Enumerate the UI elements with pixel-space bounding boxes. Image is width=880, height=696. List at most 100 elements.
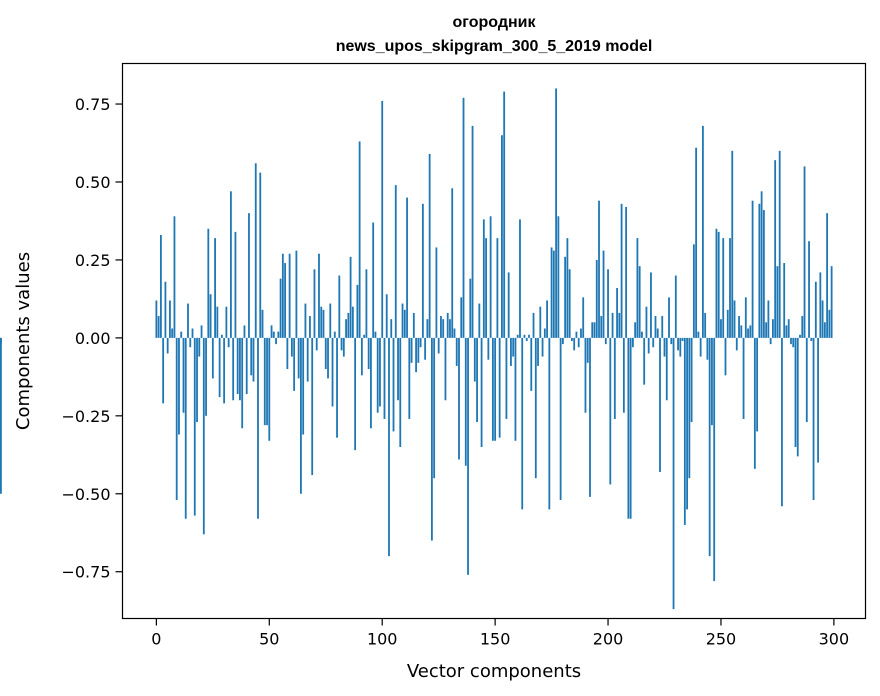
bar bbox=[354, 337, 357, 451]
bar bbox=[164, 281, 167, 338]
bar bbox=[521, 337, 524, 510]
bar bbox=[225, 306, 228, 338]
bar bbox=[428, 153, 431, 338]
bar bbox=[629, 337, 632, 519]
bar bbox=[403, 309, 406, 338]
bar bbox=[559, 337, 562, 501]
bar bbox=[733, 300, 736, 338]
plot-frame bbox=[121, 62, 867, 620]
bar bbox=[543, 328, 546, 338]
y-tick-label: 0.00 bbox=[75, 329, 111, 348]
bar bbox=[582, 297, 585, 338]
bar bbox=[663, 337, 666, 357]
bar bbox=[568, 269, 571, 338]
bar bbox=[313, 269, 316, 338]
bar bbox=[489, 216, 492, 338]
bar bbox=[584, 337, 587, 413]
bar bbox=[358, 141, 361, 338]
x-tick-label: 250 bbox=[706, 630, 737, 649]
bar bbox=[383, 337, 386, 419]
bar bbox=[519, 219, 521, 338]
bar bbox=[293, 337, 296, 391]
bar bbox=[692, 244, 695, 338]
y-axis-label: Components values bbox=[13, 252, 34, 430]
bar bbox=[458, 337, 460, 460]
bar bbox=[223, 337, 226, 404]
bar bbox=[561, 337, 564, 345]
bar bbox=[202, 337, 205, 535]
x-axis-label: Vector components bbox=[407, 661, 581, 682]
bar bbox=[577, 337, 580, 348]
bar bbox=[688, 337, 691, 479]
bar bbox=[810, 337, 813, 341]
y-tick-label: −0.50 bbox=[61, 485, 110, 504]
bar bbox=[656, 328, 659, 338]
bar bbox=[365, 269, 368, 338]
bar bbox=[650, 272, 652, 338]
bar bbox=[390, 319, 393, 338]
chart-title: огородник bbox=[453, 14, 537, 31]
bar bbox=[767, 300, 770, 338]
bar bbox=[819, 272, 822, 338]
bar bbox=[711, 337, 713, 426]
bar bbox=[374, 331, 377, 338]
bar bbox=[415, 337, 417, 373]
y-tick-label: −0.25 bbox=[61, 407, 110, 426]
bar bbox=[372, 222, 375, 338]
bar bbox=[376, 337, 379, 413]
bar bbox=[740, 325, 743, 338]
bar bbox=[464, 337, 467, 466]
bar bbox=[270, 325, 273, 338]
bar bbox=[668, 297, 670, 338]
bar bbox=[300, 337, 302, 494]
bar bbox=[320, 306, 323, 338]
bar bbox=[753, 337, 756, 469]
bar bbox=[207, 228, 210, 338]
bar bbox=[453, 328, 456, 338]
bar bbox=[801, 316, 804, 338]
bar bbox=[494, 337, 497, 441]
bar bbox=[774, 160, 777, 338]
bar bbox=[467, 337, 469, 575]
bar bbox=[564, 256, 567, 338]
bar bbox=[412, 312, 415, 338]
bar bbox=[200, 325, 203, 338]
bar bbox=[277, 331, 280, 338]
bar bbox=[322, 309, 325, 338]
bar bbox=[220, 334, 223, 338]
bar bbox=[239, 337, 241, 401]
bar bbox=[309, 316, 311, 338]
bar bbox=[311, 337, 314, 476]
bar bbox=[686, 337, 688, 510]
bar bbox=[575, 331, 578, 338]
bar bbox=[799, 334, 801, 338]
bar bbox=[598, 200, 600, 338]
bar bbox=[769, 337, 772, 345]
bar bbox=[496, 238, 499, 338]
bar bbox=[503, 91, 506, 338]
y-tick-label: 0.50 bbox=[75, 173, 111, 192]
bar bbox=[487, 337, 490, 360]
bar bbox=[781, 337, 783, 507]
bar bbox=[507, 272, 510, 338]
bar bbox=[607, 269, 609, 338]
bar bbox=[230, 191, 232, 338]
bar bbox=[469, 278, 472, 338]
bar bbox=[442, 319, 445, 338]
bar bbox=[652, 337, 655, 348]
bar bbox=[491, 337, 494, 441]
bar bbox=[690, 337, 693, 423]
bar bbox=[738, 316, 740, 338]
bar bbox=[214, 238, 216, 338]
bar bbox=[589, 337, 591, 497]
bar bbox=[821, 300, 824, 338]
bar bbox=[471, 125, 474, 338]
bar bbox=[552, 250, 555, 338]
bar bbox=[349, 256, 352, 338]
bar bbox=[814, 281, 817, 338]
bar bbox=[611, 312, 614, 338]
x-tick-label: 0 bbox=[151, 630, 161, 649]
bar bbox=[250, 337, 253, 376]
bar bbox=[227, 337, 230, 348]
